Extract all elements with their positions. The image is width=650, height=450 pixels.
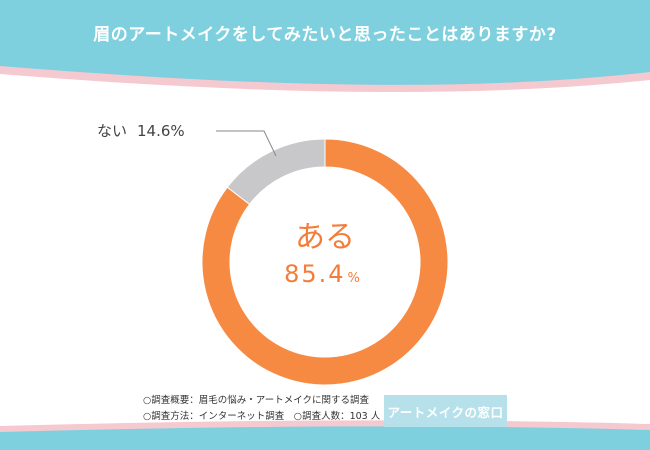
donut-slice-yes: [201, 138, 449, 386]
survey-method: ○調査方法：インターネット調査 ○調査人数：103 人: [143, 411, 381, 422]
brand-badge: アートメイクの窓口: [384, 395, 507, 427]
slice-label-no: ない 14.6%: [97, 122, 185, 140]
center-label-yes: ある: [295, 220, 355, 255]
leader-line-no: [216, 130, 277, 157]
content-panel: [0, 74, 650, 426]
survey-overview: ○調査概要：眉毛の悩み・アートメイクに関する調査: [143, 395, 370, 406]
slice-label-no-value: 14.6%: [137, 122, 185, 140]
center-value-yes: 85.4%: [284, 260, 360, 288]
page-title: 眉のアートメイクをしてみたいと思ったことはありますか?: [93, 25, 557, 45]
donut-slice-no: [226, 138, 326, 205]
center-value-number: 85.4: [284, 260, 345, 288]
center-value-unit: %: [348, 271, 360, 286]
slice-label-no-name: ない: [97, 122, 127, 140]
